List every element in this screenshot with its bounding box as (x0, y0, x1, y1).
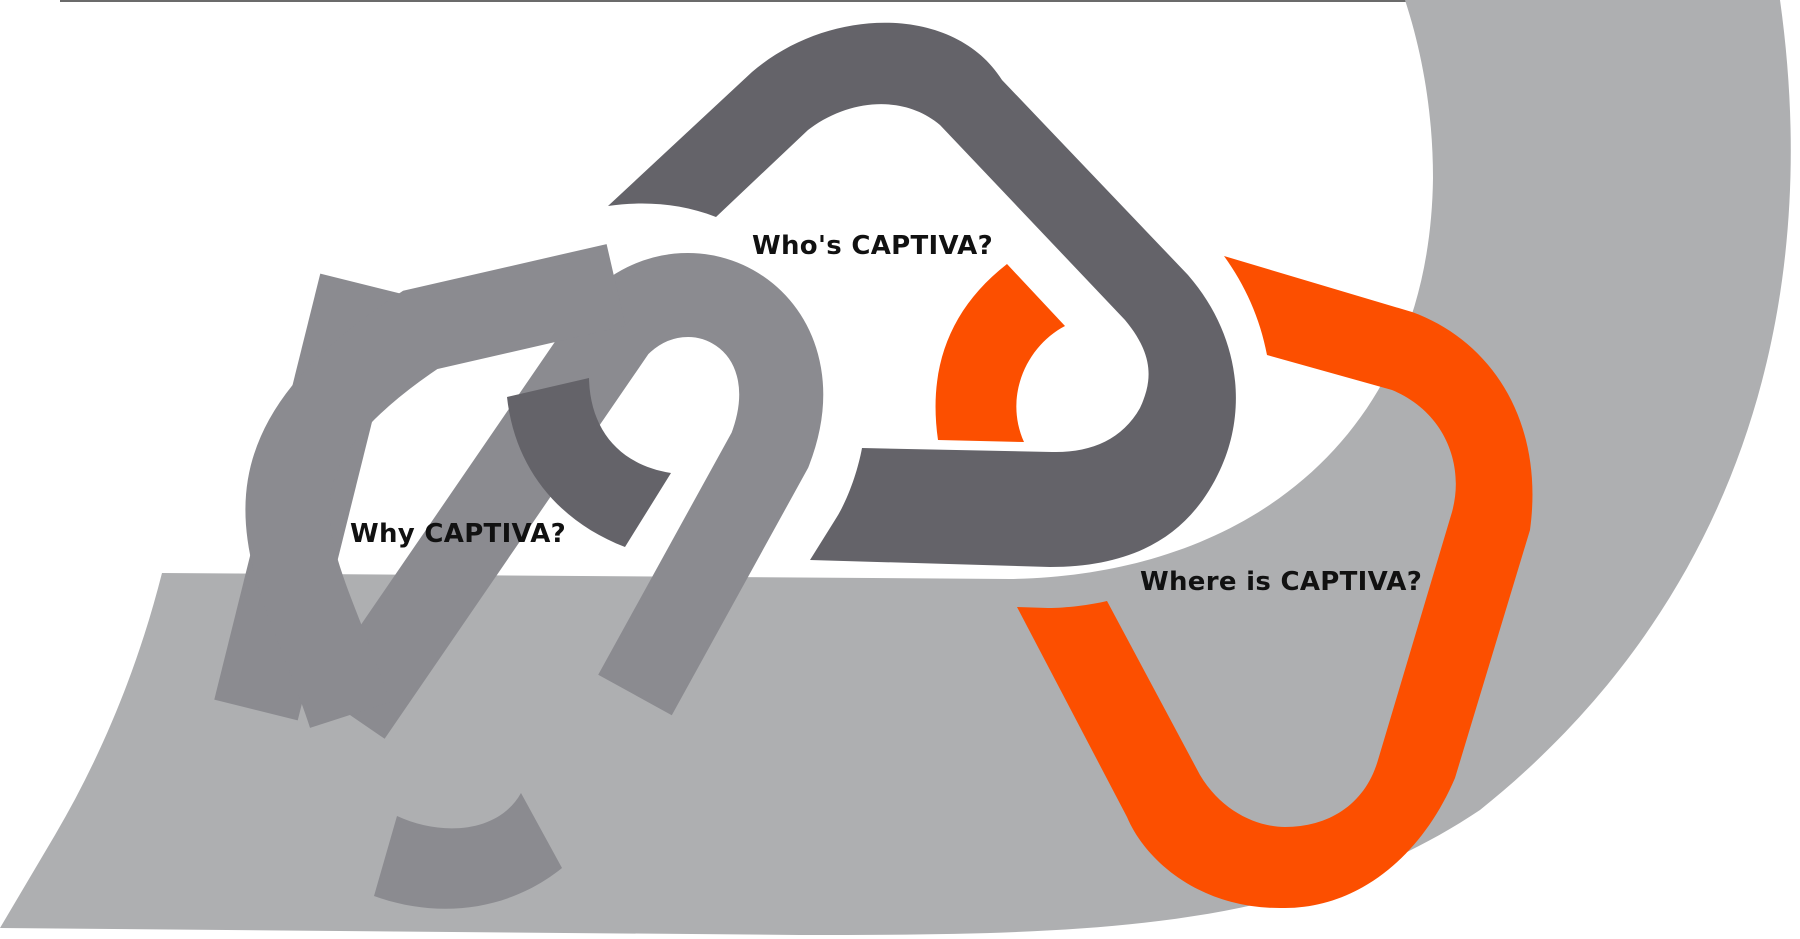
link-why-return (245, 244, 626, 728)
link-where-body (1017, 256, 1533, 909)
link-why-arc (315, 253, 824, 739)
link-why-bottom-curve (374, 793, 562, 909)
label-where-is-captiva: Where is CAPTIVA? (1140, 567, 1423, 597)
link-why (214, 244, 824, 909)
link-why-inner-curve (507, 378, 671, 547)
label-whos-captiva: Who's CAPTIVA? (752, 231, 993, 261)
link-who-top (608, 22, 1236, 568)
link-where (1017, 256, 1533, 909)
link-who (608, 22, 1236, 568)
label-why-captiva: Why CAPTIVA? (350, 519, 567, 549)
link-who-inner-curve (935, 264, 1065, 442)
